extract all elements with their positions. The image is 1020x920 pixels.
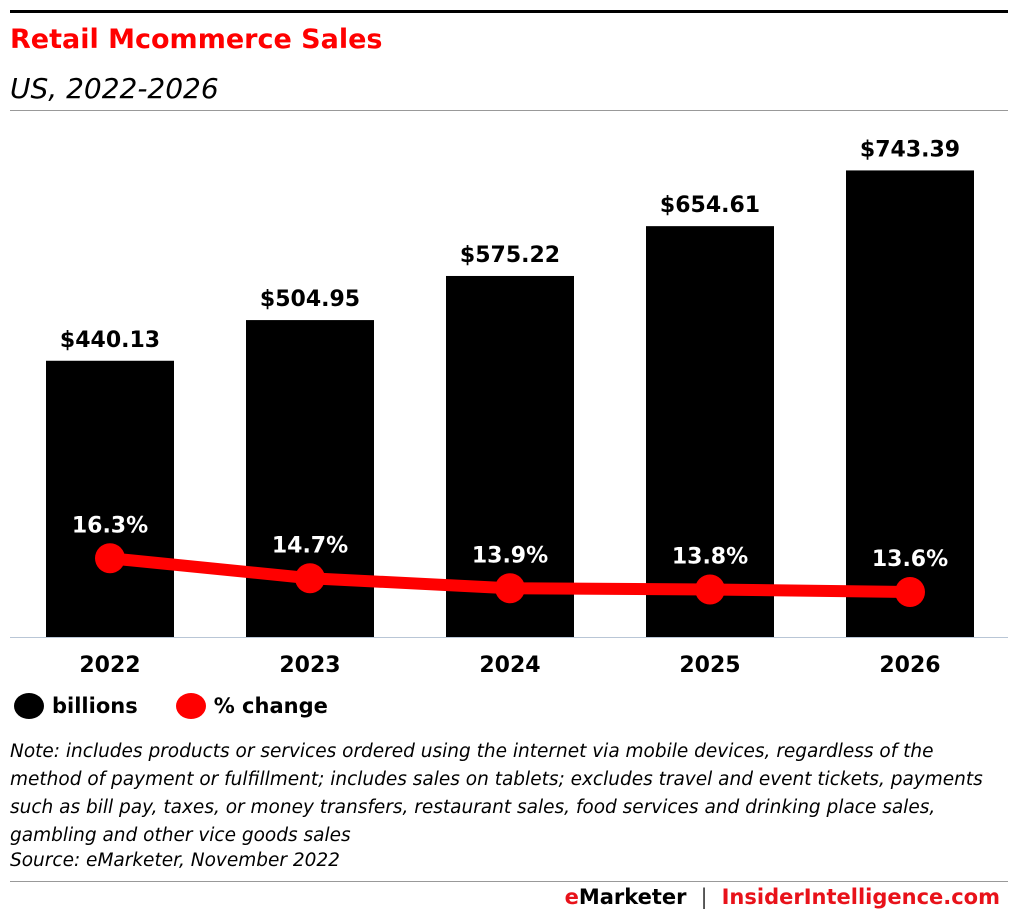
legend-swatch-billions [14, 693, 44, 719]
bar-value-label-2022: $440.13 [60, 328, 160, 353]
x-tick-label-2023: 2023 [279, 653, 340, 678]
change-label-2023: 14.7% [272, 533, 348, 558]
change-label-2024: 13.9% [472, 543, 548, 568]
header-divider [10, 110, 1008, 111]
change-point-2024 [495, 573, 525, 604]
x-tick-label-2022: 2022 [79, 653, 140, 678]
bar-value-label-2025: $654.61 [660, 193, 760, 218]
legend: billions % change [14, 693, 366, 719]
change-point-2025 [695, 574, 725, 605]
bar-value-label-2024: $575.22 [460, 243, 560, 268]
legend-label-billions: billions [52, 694, 138, 718]
bar-2026 [846, 170, 974, 637]
bar-2025 [646, 226, 774, 637]
bar-2022 [46, 360, 174, 637]
change-label-2025: 13.8% [672, 545, 748, 570]
x-tick-label-2025: 2025 [679, 653, 740, 678]
x-tick-label-2024: 2024 [479, 653, 540, 678]
change-point-2022 [95, 543, 125, 574]
footer-separator: | [700, 885, 708, 909]
legend-label-change: % change [213, 694, 328, 718]
legend-item-billions: billions [14, 693, 138, 719]
chart-note: Note: includes products or services orde… [10, 741, 983, 846]
change-point-2023 [295, 563, 325, 594]
legend-item-change: % change [175, 693, 328, 719]
change-label-2026: 13.6% [872, 547, 948, 572]
footer: eMarketer | InsiderIntelligence.com [565, 885, 1000, 909]
bar-value-label-2023: $504.95 [260, 287, 360, 312]
emarketer-logo: eMarketer [564, 885, 687, 909]
insider-intelligence-link[interactable]: InsiderIntelligence.com [721, 885, 1000, 909]
footer-divider [10, 881, 1008, 882]
legend-swatch-change [175, 693, 206, 719]
chart-subtitle: US, 2022-2026 [10, 72, 219, 105]
chart-area: $440.13 2022 $504.95 2023 $575.22 2024 $654.61… [10, 137, 1008, 678]
x-tick-label-2026: 2026 [879, 653, 940, 678]
chart-source: Source: eMarketer, November 2022 [10, 850, 340, 871]
top-rule [10, 10, 1008, 13]
change-label-2022: 16.3% [72, 513, 148, 538]
bar-value-label-2026: $743.39 [860, 137, 960, 162]
change-point-2026 [895, 577, 925, 607]
chart-title: Retail Mcommerce Sales [10, 24, 383, 55]
